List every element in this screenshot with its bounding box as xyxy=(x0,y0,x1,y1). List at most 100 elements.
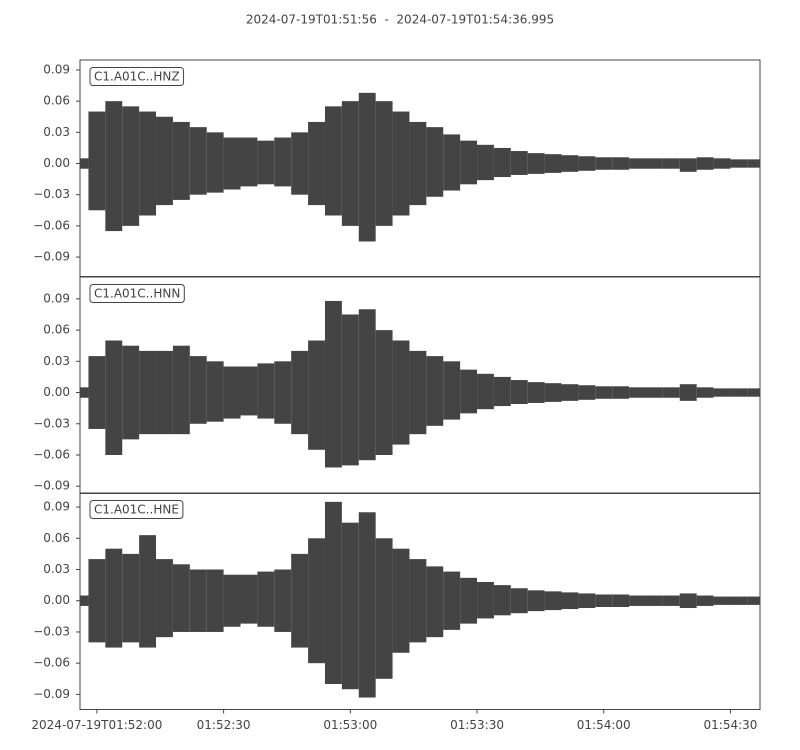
waveform-envelope xyxy=(206,361,224,422)
waveform-envelope xyxy=(443,361,461,420)
waveform-envelope xyxy=(730,388,748,397)
waveform-envelope xyxy=(460,140,478,185)
waveform-envelope xyxy=(510,151,528,175)
waveform-envelope xyxy=(80,158,89,169)
waveform-envelope xyxy=(358,512,376,698)
waveform-envelope xyxy=(747,388,760,397)
waveform-envelope xyxy=(527,382,545,403)
waveform-envelope xyxy=(409,121,427,206)
waveform-envelope xyxy=(493,147,511,178)
x-tick-label: 2024-07-19T01:52:00 xyxy=(31,718,162,732)
x-tick-label: 01:54:30 xyxy=(704,718,758,732)
waveform-envelope xyxy=(645,595,663,606)
waveform-envelope xyxy=(105,101,123,232)
waveform-trace xyxy=(80,300,760,468)
waveform-envelope xyxy=(122,106,140,226)
trace-label-box xyxy=(89,284,185,303)
waveform-envelope xyxy=(578,385,596,400)
waveform-envelope xyxy=(341,101,359,226)
y-tick-label: −0.03 xyxy=(33,416,70,430)
y-tick-label: 0.03 xyxy=(43,354,70,368)
y-tick-label: −0.06 xyxy=(33,656,70,670)
waveform-envelope xyxy=(595,157,613,170)
waveform-envelope xyxy=(257,140,275,185)
waveform-envelope xyxy=(426,356,444,426)
waveform-envelope xyxy=(240,137,258,187)
waveform-envelope xyxy=(156,116,173,206)
waveform-envelope xyxy=(291,553,309,648)
waveform-envelope xyxy=(679,593,697,609)
waveform-envelope xyxy=(493,376,511,407)
waveform-envelope xyxy=(341,314,359,466)
waveform-envelope xyxy=(291,350,309,435)
waveform-envelope xyxy=(662,595,680,606)
waveform-envelope xyxy=(713,158,731,169)
waveform-envelope xyxy=(392,548,410,653)
waveform-envelope xyxy=(172,121,190,200)
y-tick-label: −0.03 xyxy=(33,187,70,201)
waveform-envelope xyxy=(274,137,292,187)
waveform-envelope xyxy=(257,571,275,627)
waveform-envelope xyxy=(578,593,596,609)
waveform-envelope xyxy=(392,111,410,216)
waveform-envelope xyxy=(747,596,760,605)
waveform-envelope xyxy=(696,595,714,606)
y-tick-label: 0.00 xyxy=(43,156,70,170)
waveform-envelope xyxy=(612,386,630,399)
waveform-envelope xyxy=(409,350,427,435)
waveform-envelope xyxy=(156,350,173,435)
waveform-envelope xyxy=(561,592,579,610)
waveform-envelope xyxy=(358,92,376,242)
waveform-envelope xyxy=(341,522,359,690)
waveform-envelope xyxy=(477,373,494,410)
waveform-envelope xyxy=(189,127,207,195)
waveform-envelope xyxy=(139,350,157,435)
waveform-envelope xyxy=(679,158,697,172)
waveform-envelope xyxy=(409,559,427,643)
waveform-envelope xyxy=(645,387,663,398)
x-tick-label: 01:52:30 xyxy=(197,718,251,732)
y-tick-label: 0.03 xyxy=(43,125,70,139)
waveform-envelope xyxy=(713,388,731,397)
waveform-envelope xyxy=(172,345,190,435)
chart-title: 2024-07-19T01:51:56 - 2024-07-19T01:54:3… xyxy=(246,13,554,27)
waveform-envelope xyxy=(713,596,731,605)
waveform-envelope xyxy=(257,363,275,419)
waveform-envelope xyxy=(460,577,478,624)
trace-label: C1.A01C..HNE xyxy=(94,503,179,517)
waveform-envelope xyxy=(88,356,106,429)
waveform-envelope xyxy=(206,132,224,193)
waveform-envelope xyxy=(375,101,393,226)
waveform-envelope xyxy=(274,361,292,424)
waveform-trace xyxy=(80,92,760,242)
y-tick-label: 0.00 xyxy=(43,385,70,399)
y-tick-label: 0.09 xyxy=(43,500,70,514)
waveform-envelope xyxy=(493,585,511,616)
waveform-envelope xyxy=(324,501,342,684)
y-tick-label: 0.06 xyxy=(43,323,70,337)
waveform-envelope xyxy=(308,121,325,206)
waveform-envelope xyxy=(561,155,579,172)
waveform-envelope xyxy=(510,588,528,614)
x-tick-label: 01:53:30 xyxy=(450,718,504,732)
waveform-envelope xyxy=(80,387,89,398)
waveform-envelope xyxy=(477,144,494,181)
waveform-envelope xyxy=(443,571,461,630)
waveform-envelope xyxy=(88,111,106,211)
waveform-envelope xyxy=(240,574,258,624)
waveform-envelope xyxy=(696,387,714,398)
waveform-envelope xyxy=(375,330,393,455)
waveform-envelope xyxy=(172,564,190,632)
waveform-envelope xyxy=(156,559,173,638)
waveform-envelope xyxy=(291,132,309,195)
waveform-envelope xyxy=(612,157,630,170)
waveform-envelope xyxy=(645,158,663,169)
y-tick-label: −0.06 xyxy=(33,447,70,461)
waveform-envelope xyxy=(189,356,207,424)
trace-label: C1.A01C..HNZ xyxy=(94,70,180,84)
waveform-envelope xyxy=(544,591,562,611)
waveform-envelope xyxy=(747,159,760,168)
waveform-envelope xyxy=(122,345,140,440)
y-tick-label: 0.09 xyxy=(43,62,70,76)
y-tick-label: −0.06 xyxy=(33,218,70,232)
